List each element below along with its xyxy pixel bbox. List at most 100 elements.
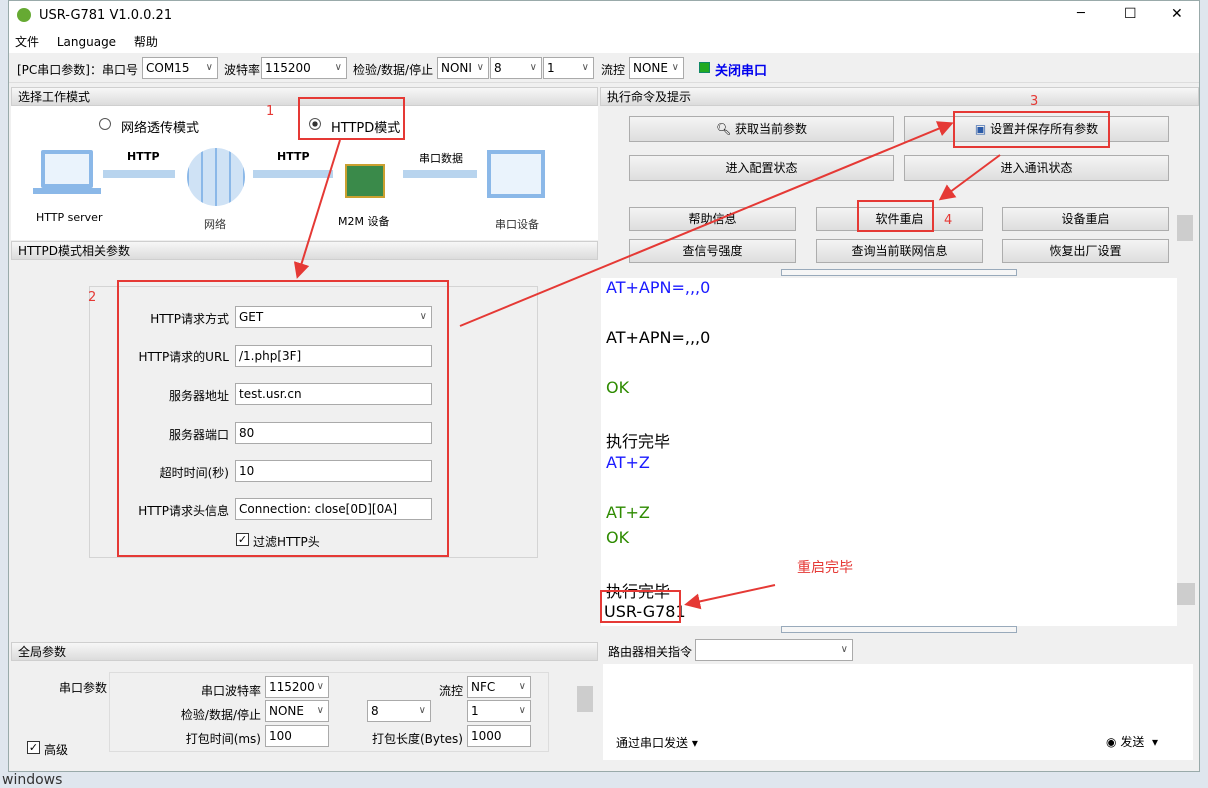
g-pack-time-input[interactable]: 100 (265, 725, 329, 747)
search-doc-icon: 🔍︎ (715, 122, 732, 136)
diagram-device-label: M2M 设备 (338, 215, 390, 228)
menu-language[interactable]: Language (56, 35, 117, 49)
router-cmd-label: 路由器相关指令 (608, 645, 693, 659)
pc-port-label: [PC串口参数]：串口号 (17, 63, 138, 77)
g-pack-len-input[interactable]: 1000 (467, 725, 531, 747)
g-baud-value: 115200 (269, 680, 315, 694)
method-select[interactable]: GET ∨ (235, 306, 432, 328)
baud-select[interactable]: 115200 ∨ (261, 57, 347, 79)
field-label-method: HTTP请求方式 (150, 312, 229, 326)
device-restart-button[interactable]: 设备重启 (1002, 207, 1169, 231)
g-baud-label: 串口波特率 (200, 684, 261, 698)
network-info-button[interactable]: 查询当前联网信息 (816, 239, 983, 263)
double-arrow-icon (253, 170, 333, 178)
log-line: USR-G781 (604, 602, 686, 621)
advanced-label: 高级 (44, 743, 69, 757)
get-params-label: 获取当前参数 (735, 122, 808, 136)
port-input[interactable]: 80 (235, 422, 432, 444)
httpd-panel-header: HTTPD模式相关参数 (11, 241, 598, 260)
arrow-to-restart (938, 154, 1001, 201)
maximize-button[interactable]: ☐ (1124, 6, 1137, 22)
field-label-header: HTTP请求头信息 (138, 504, 229, 518)
g-data-bits-select[interactable]: 8 ∨ (367, 700, 431, 722)
chevron-down-icon: ∨ (418, 705, 426, 716)
menu-file[interactable]: 文件 (15, 35, 40, 49)
m2m-device-icon (345, 164, 385, 198)
g-parity-label: 检验/数据/停止 (180, 708, 261, 722)
annotation-2: 2 (88, 290, 97, 305)
method-value: GET (239, 310, 264, 324)
parity-select[interactable]: NONI ∨ (437, 57, 489, 79)
send-button[interactable]: ◉ 发送 ▾ (1106, 735, 1158, 749)
mode-panel-title: 选择工作模式 (18, 90, 91, 104)
help-button[interactable]: 帮助信息 (629, 207, 796, 231)
button-scrollbar[interactable] (1177, 201, 1193, 267)
globe-icon (187, 148, 245, 206)
soft-restart-label: 软件重启 (875, 212, 924, 226)
enter-config-button[interactable]: 进入配置状态 (629, 155, 894, 181)
menu-help[interactable]: 帮助 (133, 35, 158, 49)
arrow-to-save (459, 121, 954, 327)
double-arrow-icon (403, 170, 477, 178)
router-cmd-select[interactable]: ∨ (695, 639, 853, 661)
cmd-panel-title: 执行命令及提示 (607, 90, 692, 104)
url-input[interactable]: /1.php[3F] (235, 345, 432, 367)
log-line: OK (606, 528, 630, 547)
filter-checkbox[interactable]: ✓ (236, 533, 249, 546)
timeout-input[interactable]: 10 (235, 460, 432, 482)
help-label: 帮助信息 (688, 212, 737, 226)
signal-label: 查信号强度 (682, 244, 743, 258)
g-baud-select[interactable]: 115200 ∨ (265, 676, 329, 698)
arrow-to-result (684, 584, 776, 610)
diagram-serial-label: 串口设备 (495, 218, 539, 231)
send-label: 发送 (1120, 735, 1145, 749)
soft-restart-button[interactable]: 软件重启 (816, 207, 983, 231)
splitter-handle[interactable] (781, 626, 1017, 633)
global-scrollbar[interactable] (577, 668, 593, 758)
factory-reset-label: 恢复出厂设置 (1049, 244, 1122, 258)
send-via-dropdown[interactable]: 通过串口发送 ▾ (616, 736, 698, 750)
enter-config-label: 进入配置状态 (725, 161, 798, 175)
log-line: AT+Z (606, 453, 650, 472)
stop-bits-select[interactable]: 1 ∨ (543, 57, 594, 79)
annotation-3: 3 (1030, 94, 1039, 109)
log-line: AT+Z (606, 503, 650, 522)
minimize-button[interactable]: ─ (1077, 6, 1085, 21)
radio-transparent-mode[interactable] (99, 118, 111, 130)
send-input[interactable] (603, 664, 1193, 760)
g-pack-len-label: 打包长度(Bytes) (371, 732, 463, 746)
port-value: COM15 (146, 61, 190, 75)
header-input[interactable]: Connection: close[0D][0A] (235, 498, 432, 520)
radio-httpd-mode[interactable] (309, 118, 321, 130)
global-panel-header: 全局参数 (11, 642, 598, 661)
flow-select[interactable]: NONE ∨ (629, 57, 684, 79)
annotation-box-result (600, 590, 681, 623)
splitter-handle[interactable] (781, 269, 1017, 276)
close-port-button[interactable]: 关闭串口 (715, 64, 768, 79)
get-params-button[interactable]: 🔍︎ 获取当前参数 (629, 116, 894, 142)
g-flow-select[interactable]: NFC ∨ (467, 676, 531, 698)
log-scrollbar[interactable] (1177, 278, 1195, 626)
factory-reset-button[interactable]: 恢复出厂设置 (1002, 239, 1169, 263)
g-stop-bits-select[interactable]: 1 ∨ (467, 700, 531, 722)
mode-panel-header: 选择工作模式 (11, 87, 598, 106)
chevron-down-icon: ∨ (334, 62, 342, 73)
advanced-checkbox[interactable]: ✓ (27, 741, 40, 754)
annotation-box-save (953, 111, 1110, 148)
menu-bar: 文件 Language 帮助 (9, 31, 1199, 53)
g-parity-select[interactable]: NONE ∨ (265, 700, 329, 722)
send-via-label: 通过串口发送 (616, 736, 689, 750)
chevron-down-icon: ∨ (840, 644, 848, 655)
g-data-bits-value: 8 (371, 704, 379, 718)
signal-button[interactable]: 查信号强度 (629, 239, 796, 263)
annotation-restart-done: 重启完毕 (797, 560, 853, 576)
port-select[interactable]: COM15 ∨ (142, 57, 218, 79)
annotation-4: 4 (944, 213, 953, 228)
global-params-box (109, 672, 549, 752)
field-label-port: 服务器端口 (168, 428, 229, 442)
server-input[interactable]: test.usr.cn (235, 383, 432, 405)
enter-comm-button[interactable]: 进入通讯状态 (904, 155, 1169, 181)
data-bits-select[interactable]: 8 ∨ (490, 57, 542, 79)
close-button[interactable]: ✕ (1171, 6, 1183, 22)
laptop-base (33, 188, 101, 194)
